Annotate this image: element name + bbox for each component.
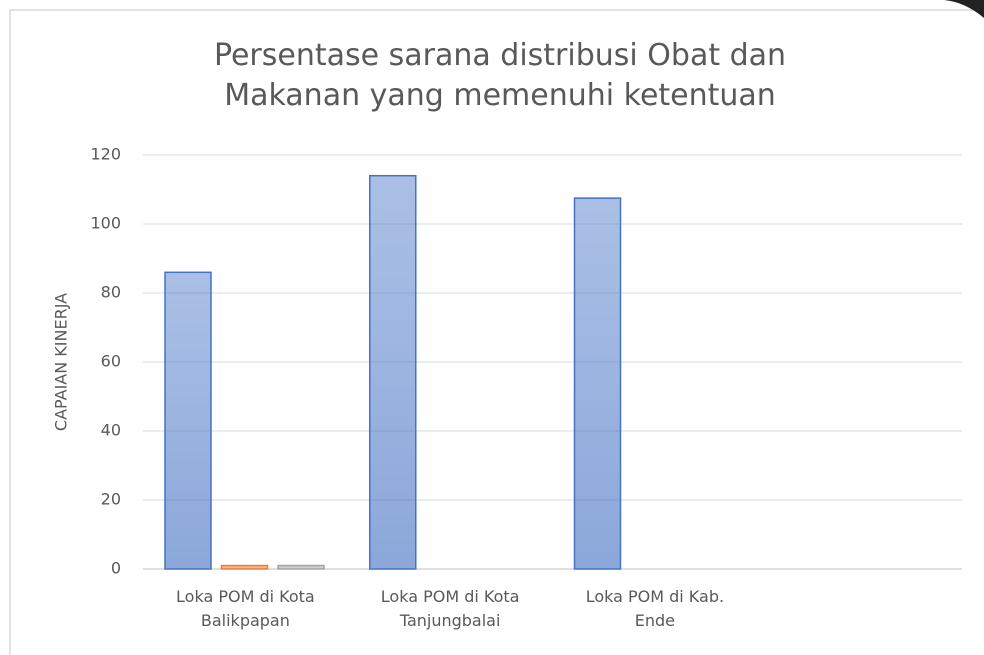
y-axis-label: CAPAIAN KINERJA	[52, 293, 71, 431]
y-tick-label: 120	[90, 145, 121, 164]
x-tick-box: Loka POM di Kab. Ende	[585, 587, 725, 630]
chart-title: Persentase sarana distribusi Obat dan Ma…	[213, 38, 787, 113]
y-tick-label: 20	[101, 490, 121, 509]
bar	[220, 564, 269, 570]
y-tick-label: 60	[101, 352, 121, 371]
corner-overlay	[944, 0, 984, 18]
bar	[369, 174, 417, 570]
x-tick-label: Loka POM di Kota Tanjungbalai	[380, 587, 520, 630]
y-tick-label: 100	[90, 214, 121, 233]
x-tick-box: Loka POM di Kota Balikpapan	[176, 587, 315, 630]
bar	[277, 564, 325, 570]
y-tick-label: 80	[101, 283, 121, 302]
title-box: Persentase sarana distribusi Obat dan Ma…	[213, 38, 787, 113]
bar	[573, 197, 622, 570]
x-tick-label: Loka POM di Kab. Ende	[585, 587, 725, 630]
x-tick-box: Loka POM di Kota Tanjungbalai	[380, 587, 520, 630]
y-tick-label: 40	[101, 421, 121, 440]
x-tick-label: Loka POM di Kota Balikpapan	[176, 587, 315, 630]
y-tick-label: 0	[111, 559, 121, 578]
chart-border	[9, 9, 984, 655]
bar	[164, 271, 212, 570]
